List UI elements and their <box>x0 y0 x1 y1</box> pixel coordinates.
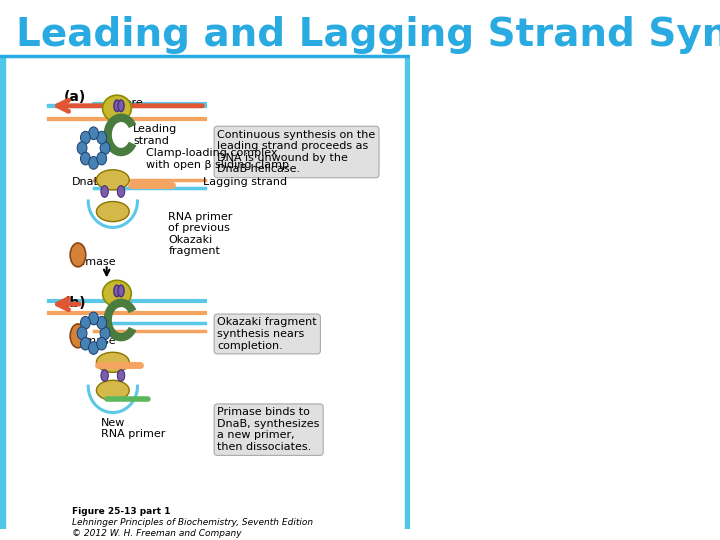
Text: Okazaki fragment
synthesis nears
completion.: Okazaki fragment synthesis nears complet… <box>217 318 317 350</box>
Ellipse shape <box>70 243 86 267</box>
Circle shape <box>96 131 107 144</box>
Ellipse shape <box>118 285 124 296</box>
Text: Lehninger Principles of Biochemistry, Seventh Edition
© 2012 W. H. Freeman and C: Lehninger Principles of Biochemistry, Se… <box>72 518 313 538</box>
Ellipse shape <box>96 201 130 221</box>
Circle shape <box>100 141 110 154</box>
Ellipse shape <box>96 380 130 400</box>
Circle shape <box>100 327 110 340</box>
Text: (b): (b) <box>63 296 86 310</box>
Text: Leading
strand: Leading strand <box>133 124 178 146</box>
Circle shape <box>89 157 99 169</box>
Text: Lagging strand: Lagging strand <box>203 177 287 187</box>
Circle shape <box>96 338 107 350</box>
Ellipse shape <box>117 186 125 197</box>
Circle shape <box>81 316 90 329</box>
Ellipse shape <box>96 170 130 190</box>
Ellipse shape <box>118 100 124 112</box>
Text: Continuous synthesis on the
leading strand proceeds as
DNA is unwound by the
Dna: Continuous synthesis on the leading stra… <box>217 130 376 174</box>
Circle shape <box>89 127 99 140</box>
Circle shape <box>81 131 90 144</box>
Text: Core: Core <box>117 98 143 108</box>
Text: Primase binds to
DnaB, synthesizes
a new primer,
then dissociates.: Primase binds to DnaB, synthesizes a new… <box>217 407 320 452</box>
Ellipse shape <box>70 324 86 348</box>
Text: Clamp-loading complex
with open β sliding clamp: Clamp-loading complex with open β slidin… <box>145 148 289 170</box>
Ellipse shape <box>117 370 125 381</box>
Circle shape <box>96 316 107 329</box>
Ellipse shape <box>102 95 131 122</box>
Circle shape <box>77 141 87 154</box>
Text: DnaB: DnaB <box>72 177 102 187</box>
Circle shape <box>96 152 107 165</box>
Ellipse shape <box>102 280 131 307</box>
Text: RNA primer
of previous
Okazaki
fragment: RNA primer of previous Okazaki fragment <box>168 212 233 256</box>
Text: Primase: Primase <box>72 336 117 346</box>
Text: Primase: Primase <box>72 256 117 267</box>
Ellipse shape <box>114 100 120 112</box>
Circle shape <box>81 152 90 165</box>
Ellipse shape <box>114 285 120 296</box>
Bar <box>405 56 410 529</box>
Text: Figure 25-13 part 1: Figure 25-13 part 1 <box>72 507 171 516</box>
Ellipse shape <box>96 352 130 373</box>
Circle shape <box>77 327 87 340</box>
Ellipse shape <box>101 370 108 381</box>
Circle shape <box>89 312 99 325</box>
Text: Leading and Lagging Strand Synthesis: Leading and Lagging Strand Synthesis <box>17 16 720 54</box>
Circle shape <box>81 338 90 350</box>
Bar <box>0 56 5 529</box>
Ellipse shape <box>101 186 108 197</box>
Circle shape <box>89 342 99 354</box>
Text: New
RNA primer: New RNA primer <box>101 418 165 440</box>
Text: (a): (a) <box>63 90 86 104</box>
